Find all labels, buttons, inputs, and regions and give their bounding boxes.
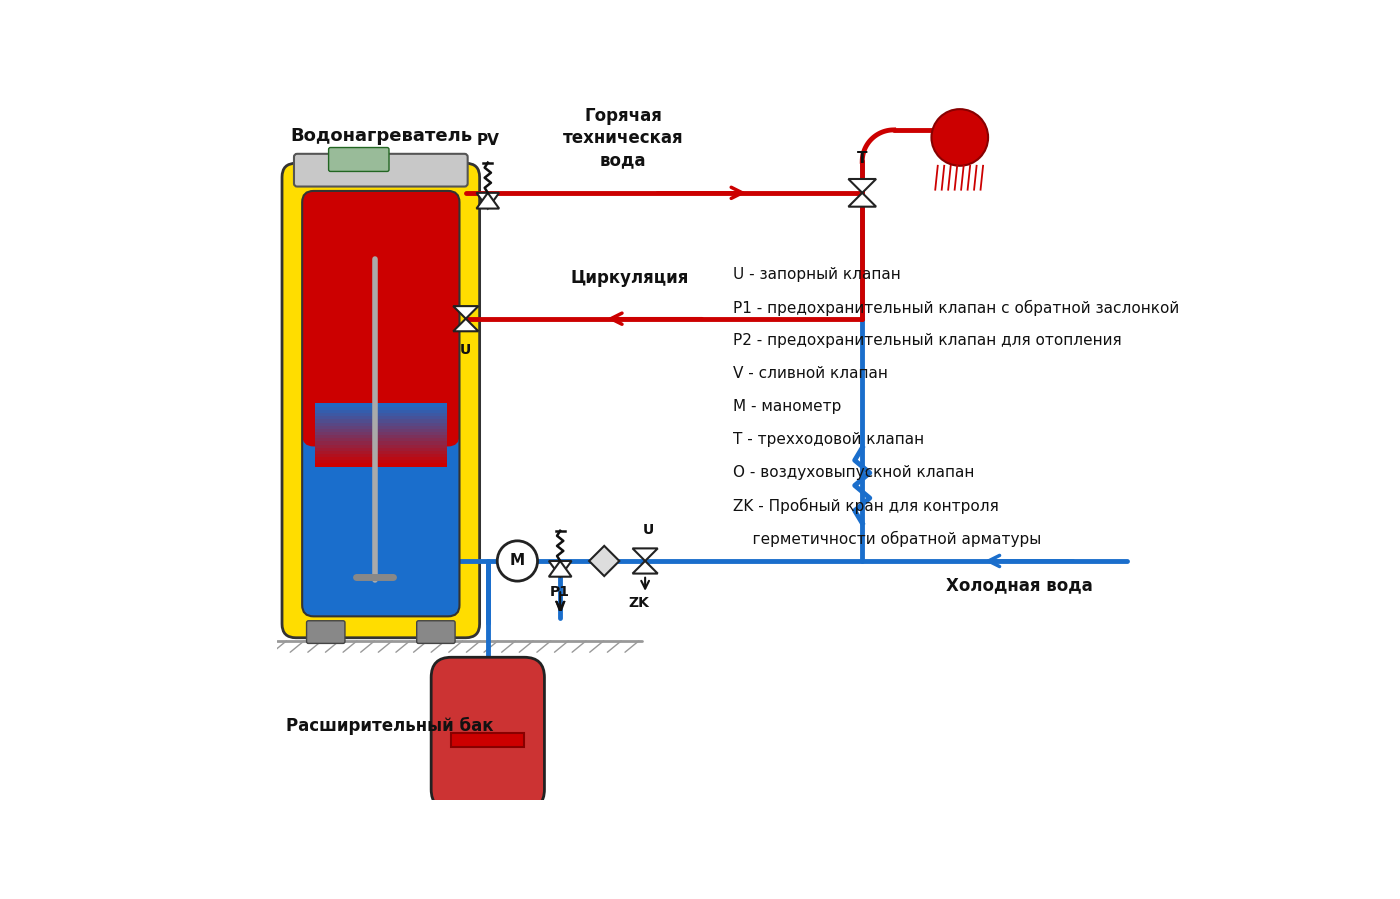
Polygon shape	[633, 548, 658, 561]
Polygon shape	[476, 192, 500, 209]
Bar	[315, 422, 447, 426]
Bar	[315, 447, 447, 451]
Text: M - манометр: M - манометр	[734, 399, 841, 414]
Text: Водонагреватель: Водонагреватель	[291, 127, 473, 146]
Polygon shape	[454, 319, 479, 332]
Text: герметичности обратной арматуры: герметичности обратной арматуры	[734, 531, 1042, 547]
FancyBboxPatch shape	[431, 657, 545, 810]
Bar	[315, 441, 447, 445]
Text: M: M	[510, 554, 525, 568]
Text: P1 - предохранительный клапан с обратной заслонкой: P1 - предохранительный клапан с обратной…	[734, 299, 1179, 316]
FancyBboxPatch shape	[302, 329, 459, 617]
FancyBboxPatch shape	[281, 164, 480, 637]
FancyBboxPatch shape	[294, 154, 468, 187]
Text: P2 - предохранительный клапан для отопления: P2 - предохранительный клапан для отопле…	[734, 334, 1121, 348]
FancyBboxPatch shape	[307, 620, 344, 644]
Bar	[315, 415, 447, 419]
Text: ZK: ZK	[629, 595, 650, 610]
Bar	[451, 733, 525, 746]
Bar	[315, 462, 447, 467]
FancyBboxPatch shape	[329, 147, 389, 172]
Text: Циркуляция: Циркуляция	[570, 269, 689, 287]
Bar	[315, 450, 447, 454]
Text: V: V	[554, 600, 566, 614]
Bar	[315, 459, 447, 464]
Polygon shape	[589, 546, 619, 576]
Circle shape	[931, 109, 988, 165]
Text: U - запорный клапан: U - запорный клапан	[734, 267, 902, 282]
Text: P1: P1	[550, 585, 570, 599]
Bar	[315, 409, 447, 414]
Text: O - воздуховыпускной клапан: O - воздуховыпускной клапан	[734, 466, 974, 480]
Bar	[315, 431, 447, 435]
Text: Расширительный бак: Расширительный бак	[287, 717, 494, 734]
Text: V - сливной клапан: V - сливной клапан	[734, 366, 888, 381]
Bar	[315, 403, 447, 406]
Bar	[315, 456, 447, 460]
Polygon shape	[454, 306, 479, 319]
Bar	[315, 443, 447, 448]
Polygon shape	[549, 561, 571, 577]
Polygon shape	[476, 192, 500, 209]
Polygon shape	[848, 192, 876, 207]
Bar	[315, 424, 447, 429]
Polygon shape	[848, 179, 876, 192]
FancyBboxPatch shape	[302, 191, 459, 447]
Bar	[315, 412, 447, 416]
Polygon shape	[549, 561, 571, 577]
Bar	[315, 434, 447, 439]
Circle shape	[497, 541, 538, 581]
Text: U: U	[643, 523, 654, 537]
Text: T: T	[857, 151, 868, 166]
Bar	[315, 453, 447, 457]
Bar	[315, 428, 447, 432]
FancyBboxPatch shape	[417, 620, 455, 644]
Bar	[315, 418, 447, 423]
Bar	[315, 437, 447, 441]
Text: ZK - Пробный кран для контроля: ZK - Пробный кран для контроля	[734, 498, 1000, 514]
Text: U: U	[461, 343, 472, 357]
Text: PV: PV	[476, 132, 500, 147]
Polygon shape	[633, 561, 658, 574]
Text: Холодная вода: Холодная вода	[946, 576, 1093, 594]
Text: Горячая
техническая
вода: Горячая техническая вода	[563, 107, 683, 169]
Bar	[315, 405, 447, 410]
Text: T - трехходовой клапан: T - трехходовой клапан	[734, 432, 924, 448]
